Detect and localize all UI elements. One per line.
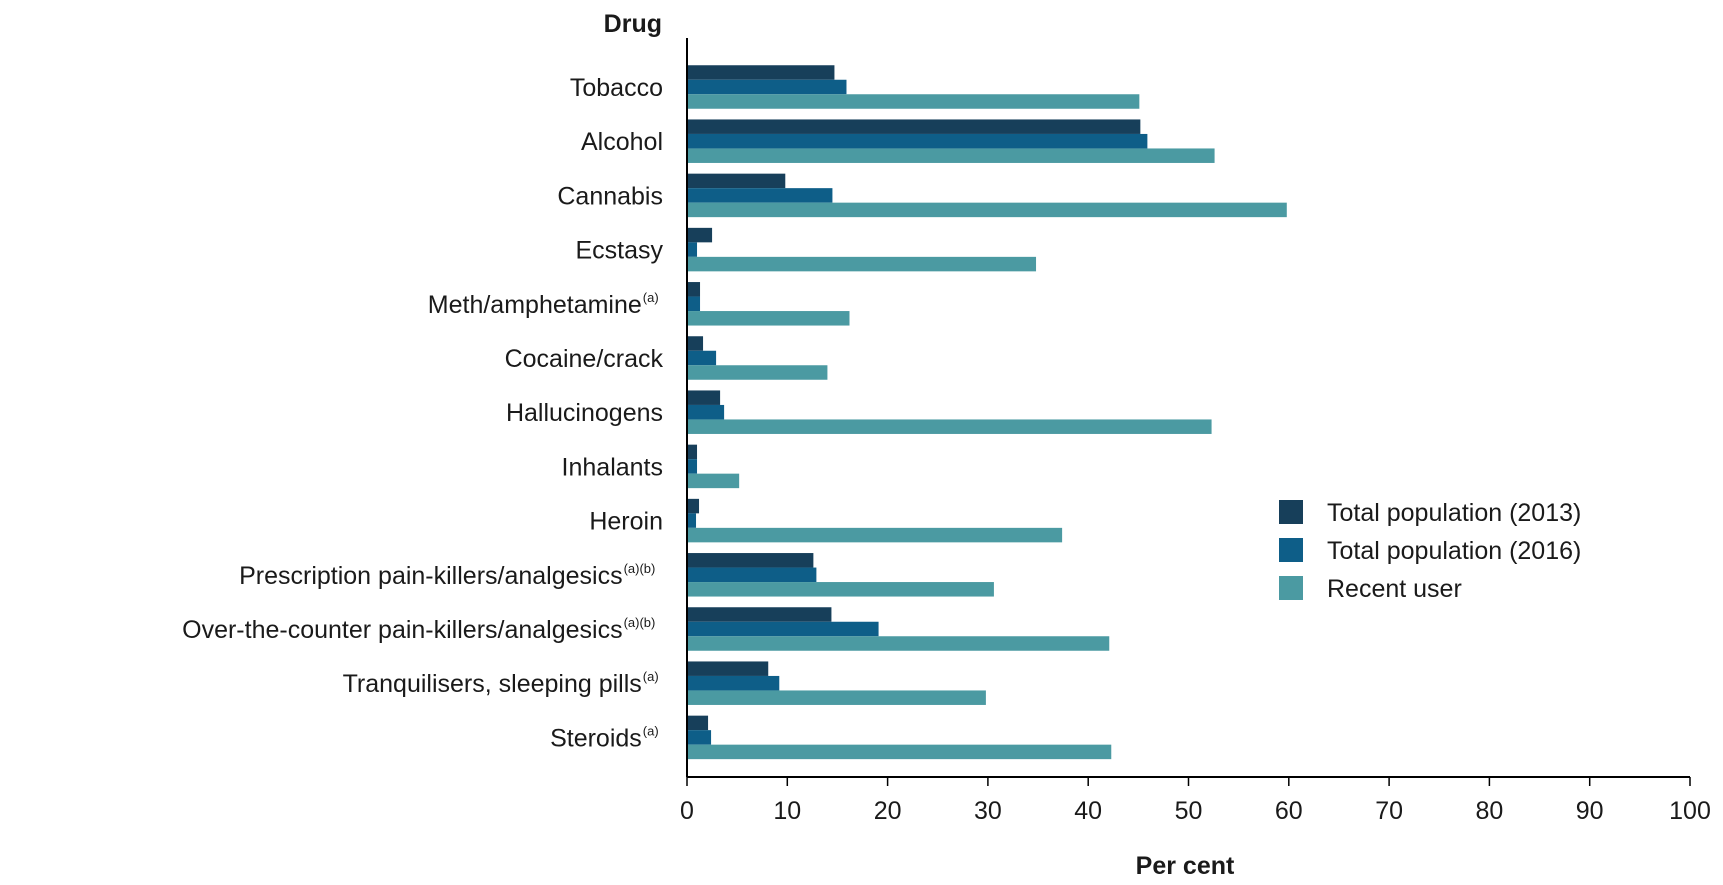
category-label: Prescription pain-killers/analgesics [239, 562, 623, 590]
bar-s2016 [687, 513, 697, 528]
bar-s2016 [687, 242, 698, 257]
bar-s2016 [687, 459, 698, 474]
x-tick-label: 10 [773, 797, 801, 825]
category-footnote-marker: (a) [643, 290, 659, 305]
category-label: Inhalants [562, 453, 663, 481]
bar-recent [687, 148, 1215, 163]
bar-s2013 [687, 282, 701, 297]
bar-s2016 [687, 133, 1148, 149]
legend-label: Total population (2016) [1327, 537, 1581, 565]
category-footnote-marker: (a) [643, 669, 659, 684]
category-label: Over-the-counter pain-killers/analgesics [182, 616, 622, 644]
category-label: Steroids [550, 724, 642, 752]
bar-s2013 [687, 661, 769, 676]
bar-recent [687, 202, 1287, 218]
bar-s2016 [687, 730, 712, 745]
bar-s2016 [687, 675, 780, 691]
bar-s2013 [687, 227, 713, 243]
bar-s2016 [687, 79, 847, 95]
x-tick-label: 30 [974, 797, 1002, 825]
bar-recent [687, 256, 1037, 272]
legend-swatch [1279, 576, 1303, 600]
y-axis-title: Drug [604, 10, 662, 38]
category-label: Meth/amphetamine [428, 291, 642, 319]
category-group [687, 661, 986, 705]
bar-recent [687, 744, 1112, 760]
bar-s2013 [687, 390, 721, 405]
bars-group [687, 65, 1287, 760]
category-group [687, 336, 828, 380]
bar-recent [687, 527, 1063, 543]
bar-s2013 [687, 553, 814, 568]
category-label: Ecstasy [575, 237, 663, 265]
x-tick-label: 60 [1275, 797, 1303, 825]
category-label: Alcohol [581, 128, 663, 156]
category-group [687, 498, 1063, 543]
x-tick-label: 20 [874, 797, 902, 825]
bar-s2016 [687, 567, 817, 583]
x-tick-label: 80 [1475, 797, 1503, 825]
bar-recent [687, 690, 986, 705]
bar-recent [687, 419, 1212, 434]
bar-s2013 [687, 173, 786, 189]
bar-recent [687, 473, 740, 489]
category-group [687, 227, 1037, 272]
bar-s2016 [687, 621, 879, 637]
category-group [687, 65, 1140, 109]
bar-s2016 [687, 350, 717, 366]
category-group [687, 553, 994, 597]
x-axis-ticks: 0 10 20 30 40 50 60 70 80 90 100 [680, 777, 1711, 825]
category-footnote-marker: (a)(b) [624, 615, 656, 630]
category-label: Cocaine/crack [505, 345, 664, 373]
bar-recent [687, 311, 850, 326]
legend-label: Total population (2013) [1327, 499, 1581, 527]
category-group [687, 119, 1215, 163]
x-tick-label: 40 [1074, 797, 1102, 825]
category-group [687, 173, 1287, 218]
bar-s2013 [687, 607, 832, 622]
bar-s2013 [687, 715, 709, 731]
bar-s2016 [687, 404, 725, 420]
bar-s2013 [687, 65, 835, 80]
category-footnote-marker: (a) [643, 723, 659, 738]
x-tick-label: 0 [680, 797, 694, 825]
bar-recent [687, 365, 828, 380]
bar-recent [687, 94, 1140, 109]
legend: Total population (2013) Total population … [1279, 499, 1581, 603]
category-group [687, 715, 1112, 760]
category-label: Tobacco [570, 74, 663, 102]
category-labels: Tobacco Alcohol Cannabis Ecstasy Meth/amphet… [182, 74, 663, 752]
category-label: Hallucinogens [506, 399, 663, 427]
x-axis-title: Per cent [1136, 852, 1235, 880]
bar-s2013 [687, 119, 1141, 134]
legend-swatch [1279, 500, 1303, 524]
category-footnote-marker: (a)(b) [624, 561, 656, 576]
bar-s2016 [687, 188, 833, 203]
category-group [687, 390, 1212, 434]
category-group [687, 444, 740, 489]
bar-s2013 [687, 444, 698, 460]
x-tick-label: 100 [1669, 797, 1711, 825]
x-tick-label: 50 [1175, 797, 1203, 825]
category-group [687, 282, 850, 326]
bar-s2016 [687, 296, 701, 312]
bar-s2013 [687, 498, 700, 514]
x-tick-label: 70 [1375, 797, 1403, 825]
category-label: Cannabis [557, 182, 663, 210]
x-tick-label: 90 [1576, 797, 1604, 825]
bar-s2013 [687, 336, 704, 351]
category-label: Heroin [589, 508, 663, 536]
category-group [687, 607, 1110, 651]
category-label: Tranquilisers, sleeping pills [343, 670, 642, 698]
bar-recent [687, 582, 994, 597]
legend-swatch [1279, 538, 1303, 562]
bar-recent [687, 636, 1110, 651]
legend-label: Recent user [1327, 575, 1462, 603]
